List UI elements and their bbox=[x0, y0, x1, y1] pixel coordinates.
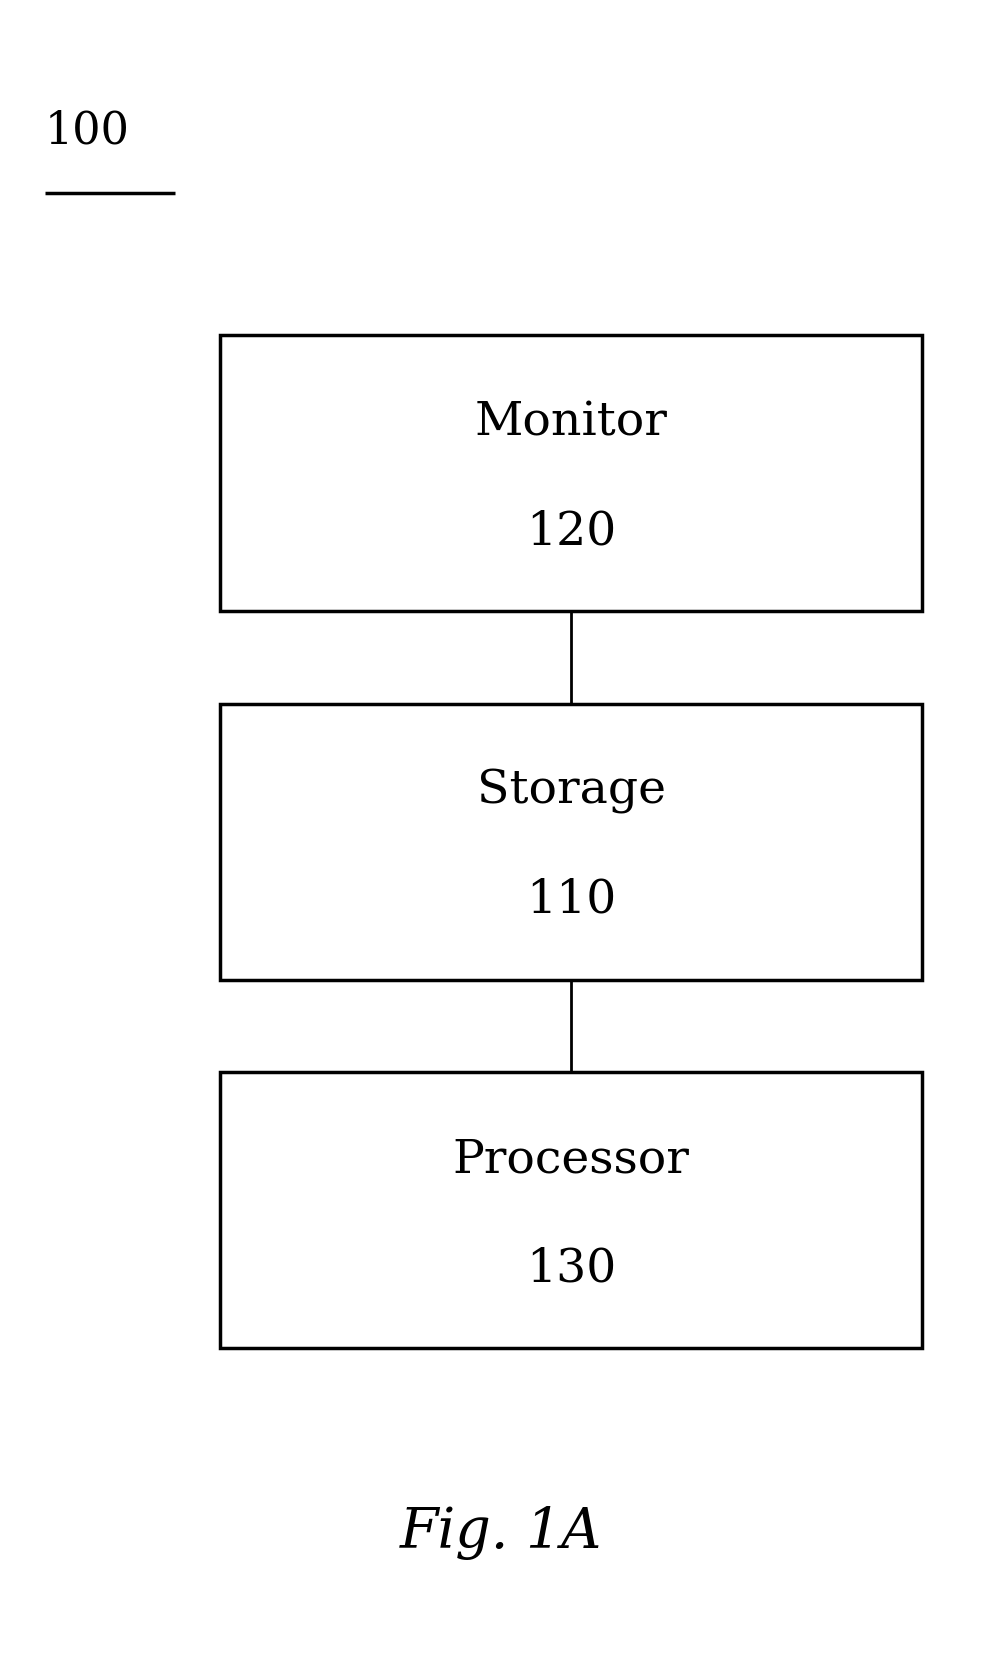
Text: 100: 100 bbox=[45, 109, 130, 152]
Text: 130: 130 bbox=[526, 1246, 616, 1291]
Text: Fig. 1A: Fig. 1A bbox=[400, 1506, 602, 1559]
Text: 110: 110 bbox=[526, 878, 616, 923]
Text: Storage: Storage bbox=[477, 769, 665, 814]
Text: 120: 120 bbox=[526, 509, 616, 554]
Text: Monitor: Monitor bbox=[475, 400, 667, 446]
Bar bbox=[220, 335, 922, 611]
Text: Processor: Processor bbox=[453, 1137, 689, 1183]
Bar bbox=[220, 704, 922, 980]
Bar bbox=[220, 1072, 922, 1348]
